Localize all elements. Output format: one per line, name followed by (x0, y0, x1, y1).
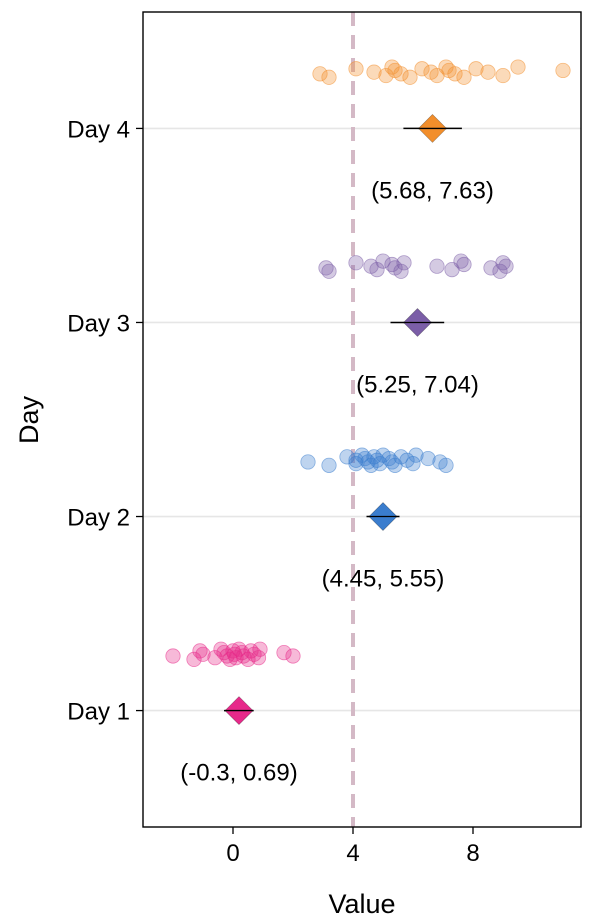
data-point (375, 253, 391, 269)
x-axis: 0 4 8 (226, 827, 480, 867)
data-point (468, 61, 484, 77)
x-tick-label: 4 (346, 840, 359, 867)
summary-group: (-0.3, 0.69) (4.45, 5.55) (5.25, 7.04) (5.6… (180, 114, 494, 787)
data-point (366, 64, 382, 80)
y-axis: Day 1 Day 2 Day 3 Day 4 (67, 116, 143, 726)
panel-border (142, 11, 582, 828)
data-point (348, 255, 364, 271)
data-point (228, 650, 244, 666)
data-point (321, 263, 337, 279)
data-point (393, 263, 409, 279)
data-point (321, 457, 337, 473)
y-axis-title: Day (14, 395, 44, 444)
y-tick-label: Day 3 (67, 310, 130, 337)
data-point (348, 456, 364, 472)
data-point (456, 256, 472, 273)
data-point (405, 456, 421, 472)
x-tick-label: 8 (466, 840, 479, 867)
gridlines (143, 127, 581, 712)
data-point (300, 454, 316, 470)
data-point (414, 61, 430, 77)
data-point (252, 641, 268, 657)
data-point (495, 67, 511, 84)
x-tick-label: 0 (226, 840, 239, 867)
data-point (378, 67, 394, 84)
y-tick-label: Day 4 (67, 116, 130, 143)
y-tick-label: Day 2 (67, 505, 130, 532)
data-point (396, 255, 412, 271)
data-point (372, 456, 388, 472)
data-point (408, 447, 424, 463)
data-point (285, 648, 301, 664)
data-point (195, 646, 211, 662)
x-axis-title: Value (328, 889, 395, 919)
data-point (420, 450, 436, 467)
data-point (438, 457, 454, 473)
ci-label: (4.45, 5.55) (322, 566, 445, 593)
data-point (207, 650, 223, 666)
ci-label: (-0.3, 0.69) (180, 760, 297, 787)
data-point (510, 59, 526, 75)
points-group (165, 59, 571, 667)
data-point (480, 64, 496, 80)
data-point (321, 69, 337, 85)
data-point (393, 66, 409, 82)
data-point (456, 69, 472, 85)
ci-label: (5.68, 7.63) (371, 177, 494, 204)
data-point (369, 262, 385, 278)
data-point (447, 66, 463, 82)
data-point (492, 263, 508, 279)
data-point (276, 644, 292, 661)
ci-label: (5.25, 7.04) (356, 371, 479, 398)
data-point (186, 651, 202, 667)
data-point (348, 61, 364, 77)
y-tick-label: Day 1 (67, 699, 130, 726)
data-point (429, 258, 445, 274)
data-point (312, 66, 328, 82)
data-point (165, 648, 181, 664)
data-point (555, 62, 571, 79)
data-point (402, 69, 418, 85)
data-point (498, 258, 514, 274)
